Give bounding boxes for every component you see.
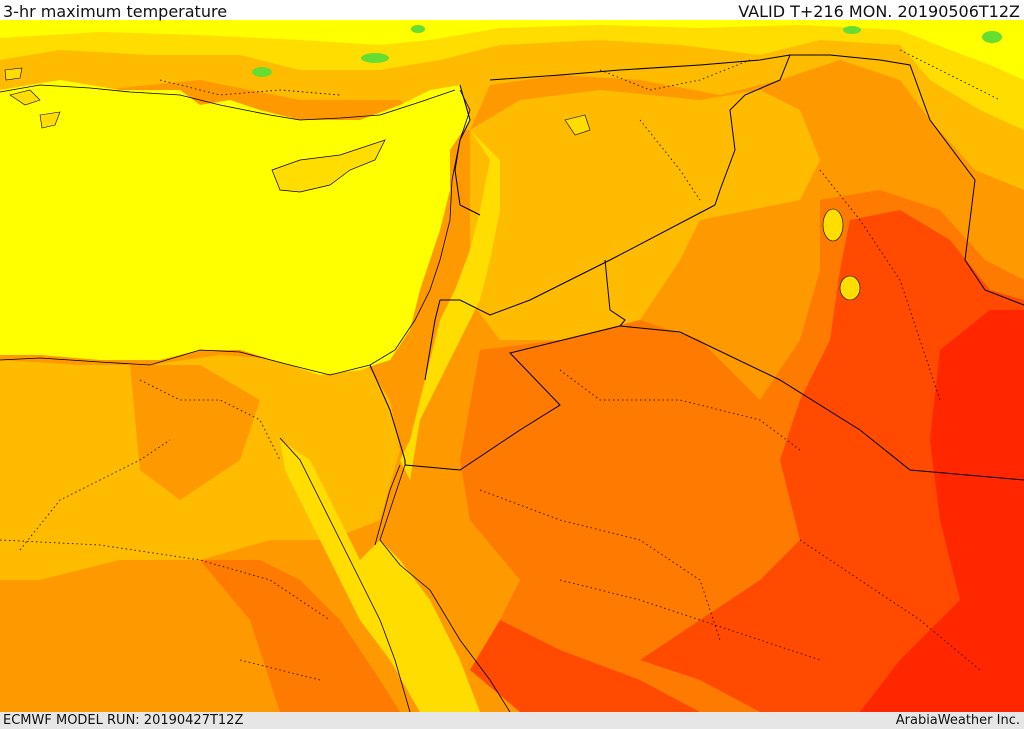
cool-spot [843, 26, 861, 34]
model-run-label: ECMWF MODEL RUN: 20190427T12Z [3, 713, 244, 728]
cool-spot [252, 67, 272, 77]
eastern-very-hot-zone [640, 210, 1024, 712]
levant-coast-zone [400, 130, 500, 480]
dotted-border [19, 439, 171, 551]
jordan-river [424, 299, 441, 381]
eastern-hottest-zone [860, 310, 1024, 712]
island [39, 111, 61, 129]
island [4, 67, 23, 81]
dotted-border [0, 539, 331, 621]
cyprus-island [271, 139, 386, 193]
northern-cool-zone [0, 20, 1024, 80]
dotted-border [599, 59, 751, 91]
dotted-border [799, 539, 981, 671]
map-title: 3-hr maximum temperature [3, 2, 228, 21]
egypt-israel-border [369, 364, 406, 465]
aegean-islands [4, 67, 61, 129]
jordan-iraq-border [604, 259, 626, 327]
temperature-map-canvas [0, 20, 1024, 712]
red-sea-east-coast [379, 464, 511, 712]
syria-iraq-border [714, 54, 791, 206]
island [9, 89, 41, 106]
dotted-border [819, 169, 941, 401]
iraq-saudi-border [619, 325, 1024, 481]
cool-spot [361, 53, 389, 63]
gulf-of-suez [374, 464, 401, 546]
lake [564, 114, 591, 136]
red-sea [280, 440, 480, 712]
valid-time-label: VALID T+216 MON. 20190506T12Z [738, 2, 1020, 21]
credit-label: ArabiaWeather Inc. [895, 713, 1020, 728]
jordan-saudi-border [404, 325, 621, 471]
northern-warm-zone [0, 20, 1024, 130]
mediterranean-sea [0, 80, 470, 375]
lake [822, 208, 844, 242]
sudan-zone [200, 560, 400, 712]
coastlines [0, 84, 511, 712]
country-borders [369, 54, 1024, 481]
lake [839, 275, 861, 301]
arabian-interior-zone [460, 320, 760, 590]
dotted-border [479, 489, 721, 641]
footer-bar: ECMWF MODEL RUN: 20190427T12Z ArabiaWeat… [0, 712, 1024, 729]
temperature-map[interactable] [0, 20, 1024, 712]
dotted-border [139, 379, 281, 461]
sinai-zone [130, 365, 260, 500]
northern-land-band [0, 20, 1024, 190]
south-africa-zone [0, 560, 280, 712]
turkey-border [489, 54, 1024, 306]
levant-interior-zone [470, 90, 820, 340]
southern-hot-zone [470, 620, 700, 712]
dotted-border [559, 579, 821, 661]
cool-spot [411, 25, 425, 33]
dotted-border [639, 119, 701, 201]
province-borders [0, 49, 1001, 681]
cool-spot [982, 31, 1002, 43]
dotted-border [239, 659, 321, 681]
red-sea-west-coast [279, 437, 411, 712]
syria-jordan-border [440, 204, 716, 316]
turkey-coastline [0, 84, 456, 121]
med-coastline [0, 89, 471, 376]
